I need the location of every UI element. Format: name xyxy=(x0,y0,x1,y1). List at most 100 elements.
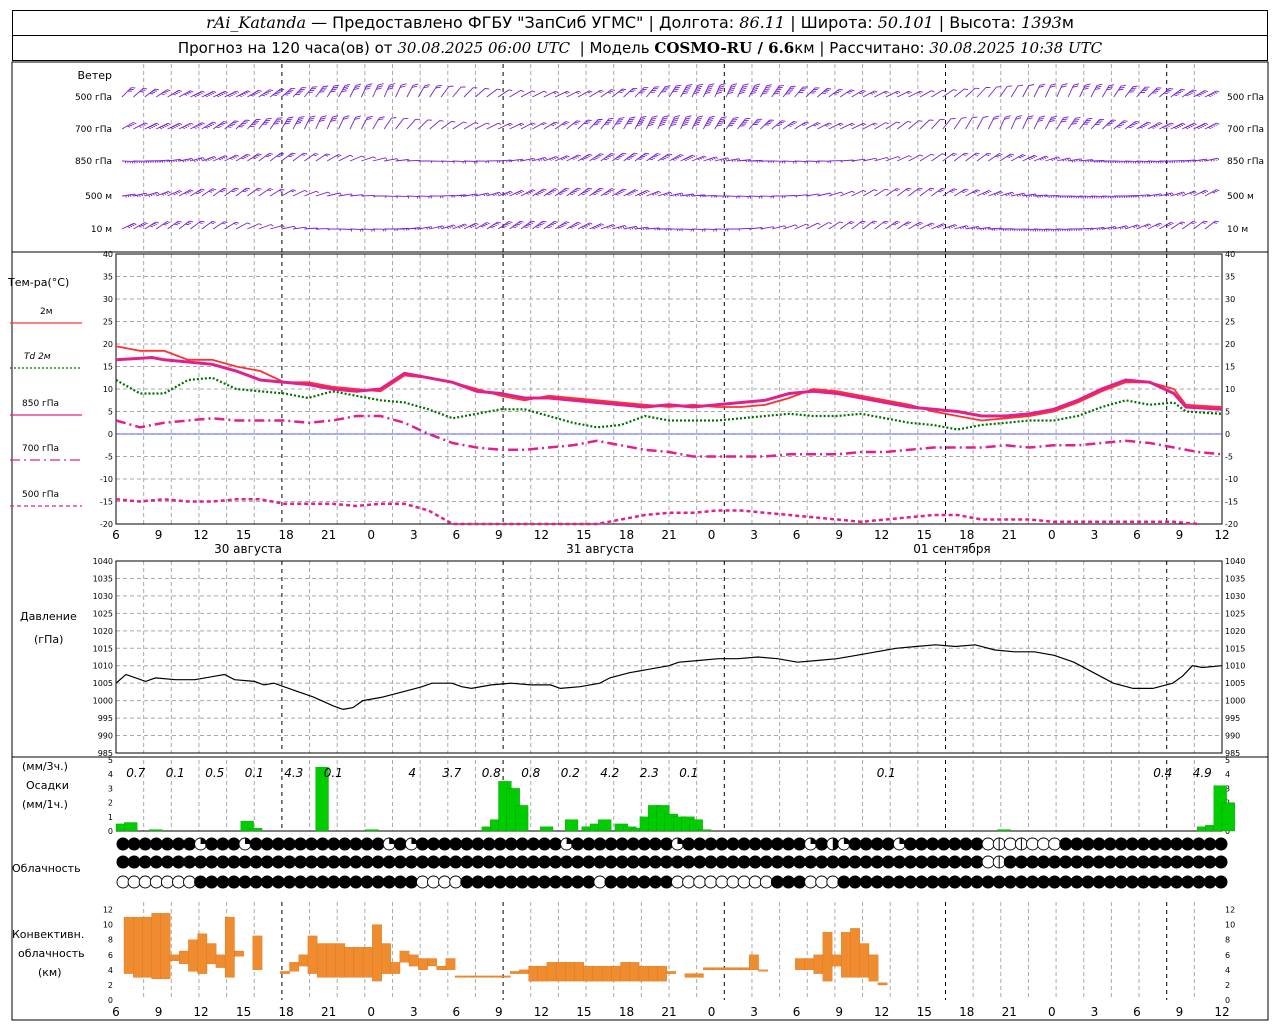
wind-barb xyxy=(463,222,479,230)
y-tick-label-left: 1 xyxy=(108,813,113,822)
conv-bar xyxy=(528,965,539,982)
wind-barb xyxy=(406,83,419,98)
wind-barb xyxy=(851,220,866,230)
cloud-symbol-overcast xyxy=(460,837,474,851)
cloud-symbol-overcast xyxy=(981,875,995,889)
cloud-symbol-overcast xyxy=(926,875,940,889)
wind-barb xyxy=(441,224,456,230)
wind-barb xyxy=(509,189,525,197)
wind-barb xyxy=(566,187,581,197)
conv-bar xyxy=(445,958,456,970)
cloud-symbol-overcast xyxy=(959,875,973,889)
cloud-symbol-overcast xyxy=(1103,837,1117,851)
wind-barb xyxy=(1182,122,1197,130)
cloud-symbol-overcast xyxy=(793,837,806,851)
x-tick-label-bottom: 15 xyxy=(576,1005,591,1019)
wind-barb xyxy=(942,188,958,197)
precip-bar xyxy=(1221,802,1236,832)
conv-bar xyxy=(215,954,226,968)
cloud-symbol-overcast xyxy=(959,837,973,851)
wind-barb xyxy=(566,221,581,230)
wind-barb xyxy=(737,195,752,199)
conv-bar xyxy=(142,916,152,978)
conv-bar xyxy=(169,954,180,961)
precip-3h-total: 0.1 xyxy=(324,766,343,780)
wind-barb xyxy=(133,122,148,130)
wind-barb xyxy=(349,155,365,162)
conv-bar xyxy=(758,969,768,972)
wind-barb xyxy=(1193,220,1208,230)
wind-barb xyxy=(965,225,980,230)
wind-barb xyxy=(372,157,388,162)
y-tick-label-right: 1025 xyxy=(1225,609,1245,618)
wind-barb xyxy=(212,187,228,197)
wind-barb xyxy=(543,220,558,230)
wind-barb xyxy=(828,221,844,230)
cloud-symbol-overcast xyxy=(294,875,307,889)
wind-barb xyxy=(315,153,331,162)
x-tick-label: 0 xyxy=(1048,528,1056,542)
wind-barb xyxy=(133,222,148,230)
cloud-symbol-overcast xyxy=(238,875,252,889)
wind-barb xyxy=(680,193,695,198)
cloud-symbol-overcast xyxy=(959,855,973,869)
wind-barb xyxy=(782,120,798,130)
cloud-symbol-overcast xyxy=(1159,875,1172,889)
wind-barb xyxy=(611,88,627,98)
forecast-time: 30.08.2025 06:00 UTC xyxy=(397,39,571,57)
x-tick-label-bottom: 6 xyxy=(112,1005,120,1019)
y-tick-label-right: 0 xyxy=(1225,996,1230,1005)
cloud-symbol-overcast xyxy=(1214,855,1228,869)
wind-barb xyxy=(600,89,616,98)
conv-bar xyxy=(473,975,483,978)
y-tick-label-left: 1015 xyxy=(93,644,113,653)
y-tick-label-left: 35 xyxy=(103,273,113,282)
cloud-symbol-overcast xyxy=(848,837,862,851)
cloud-symbol-clear xyxy=(183,875,196,889)
wind-barb xyxy=(760,84,773,98)
wind-barb xyxy=(931,89,946,98)
wind-barb xyxy=(452,86,466,98)
wind-barb xyxy=(714,157,730,162)
wind-barb xyxy=(201,220,216,230)
wind-barb xyxy=(406,118,421,130)
wind-barb xyxy=(566,90,582,98)
conv-bar xyxy=(712,967,722,971)
wind-barb xyxy=(691,83,704,98)
cloud-symbol-overcast xyxy=(349,875,363,889)
x-tick-label: 3 xyxy=(410,528,418,542)
x-tick-label-bottom: 18 xyxy=(619,1005,634,1019)
wind-barb xyxy=(1181,89,1197,98)
cloud-symbol-overcast xyxy=(549,855,562,869)
cloud-symbol-overcast xyxy=(216,875,230,889)
wind-barb xyxy=(497,89,513,98)
wind-barb xyxy=(247,223,262,230)
wind-barb xyxy=(851,89,866,98)
conv-bar xyxy=(684,973,695,978)
cloud-symbol-overcast xyxy=(1092,875,1106,889)
wind-barb xyxy=(976,115,989,130)
cloud-symbol-overcast xyxy=(1136,837,1150,851)
wind-barb xyxy=(212,121,228,130)
cloud-symbol-clear xyxy=(671,875,684,889)
wind-barb xyxy=(1022,84,1035,98)
cloud-symbol-overcast xyxy=(549,837,562,851)
cloud-symbol-overcast xyxy=(881,875,895,889)
y-tick-label-left: -5 xyxy=(105,453,113,462)
cloud-symbol-overcast xyxy=(937,875,951,889)
wind-barb xyxy=(520,122,536,130)
wind-barb xyxy=(224,154,240,162)
cloud-symbol-overcast xyxy=(926,855,940,869)
wind-barb xyxy=(1113,225,1129,230)
x-tick-label-bottom: 9 xyxy=(495,1005,503,1019)
wind-barb xyxy=(1193,158,1208,163)
wind-barb xyxy=(1125,224,1140,230)
cloud-symbol-clear xyxy=(438,875,452,889)
wind-barb xyxy=(133,192,148,198)
wind-barb xyxy=(691,228,706,232)
conv-bar xyxy=(537,965,548,982)
x-tick-label: 18 xyxy=(279,528,294,542)
cloud-symbol-overcast xyxy=(704,837,718,851)
conv-unit: (км) xyxy=(38,966,62,979)
wind-barb xyxy=(1113,160,1128,164)
